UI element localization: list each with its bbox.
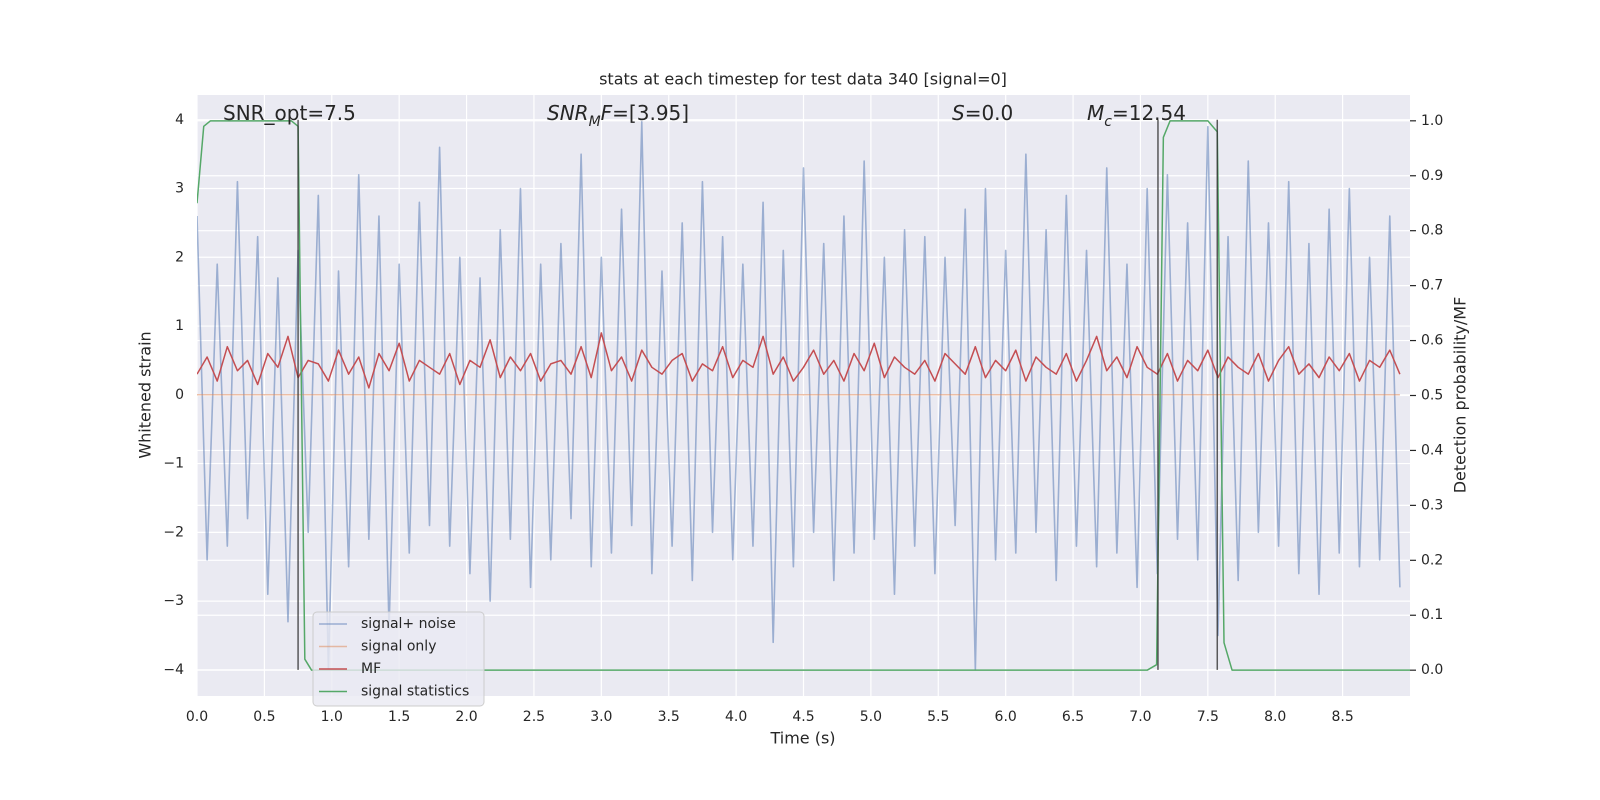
y2-tick-label: 0.2 [1421, 552, 1443, 568]
annotation-part: M [1087, 101, 1104, 125]
annotation: SNR_opt=7.5 [223, 101, 356, 125]
annotation-part: SNR_opt=7.5 [223, 101, 356, 125]
x-tick-label: 6.0 [995, 709, 1017, 725]
y-tick-label: −1 [163, 456, 184, 472]
annotation-part: =0.0 [965, 101, 1014, 125]
y2-tick-label: 0.0 [1421, 662, 1443, 678]
x-tick-label: 5.5 [927, 709, 949, 725]
x-tick-label: 0.0 [186, 709, 208, 725]
x-tick-label: 4.5 [792, 709, 814, 725]
x-tick-label: 2.5 [523, 709, 545, 725]
annotation-part: M [589, 114, 601, 130]
y2-tick-label: 0.5 [1421, 388, 1443, 404]
x-tick-label: 0.5 [253, 709, 275, 725]
x-tick-label: 3.0 [590, 709, 612, 725]
series-line [197, 332, 1401, 389]
legend: signal+ noise signal only MF signal statist… [312, 611, 485, 707]
x-tick-label: 2.0 [455, 709, 477, 725]
y2-tick-label: 0.1 [1421, 607, 1443, 623]
y2-tick-label: 0.3 [1421, 497, 1443, 513]
x-tick-label: 8.0 [1264, 709, 1286, 725]
y2-tick-label: 0.9 [1421, 168, 1443, 184]
legend-label: signal statistics [361, 684, 469, 700]
y2-tick-label: 1.0 [1421, 113, 1443, 129]
y2-axis-label: Detection probability/MF [1451, 297, 1470, 494]
y-tick-label: 0 [175, 387, 184, 403]
y-tick-label: 4 [175, 112, 184, 128]
annotation: SNRMF=[3.95] [547, 101, 689, 131]
x-tick-label: 8.5 [1331, 709, 1353, 725]
x-axis-label: Time (s) [769, 729, 835, 748]
y-tick-label: −4 [163, 662, 184, 678]
data-layer [197, 119, 1410, 671]
y-tick-label: −2 [163, 524, 184, 540]
y2-tick-label: 0.4 [1421, 442, 1443, 458]
series-line [197, 120, 1410, 671]
chart-title: stats at each timestep for test data 340… [599, 70, 1007, 89]
y2-tick-label: 0.7 [1421, 278, 1443, 294]
x-tick-label: 1.0 [321, 709, 343, 725]
y-tick-label: 3 [175, 181, 184, 197]
x-tick-label: 5.0 [860, 709, 882, 725]
y-tick-label: 2 [175, 249, 184, 265]
y-axis-label: Whitened strain [136, 331, 155, 458]
y-tick-label: 1 [175, 318, 184, 334]
x-tick-label: 1.5 [388, 709, 410, 725]
series-line [197, 121, 1401, 671]
annotation-part: S [952, 101, 965, 125]
x-tick-label: 3.5 [658, 709, 680, 725]
annotation-part: =[3.95] [612, 101, 689, 125]
legend-box [312, 611, 485, 707]
x-tick-label: 7.0 [1129, 709, 1151, 725]
legend-label: signal only [361, 639, 436, 655]
legend-label: MF [361, 661, 381, 677]
legend-label: signal+ noise [361, 616, 456, 632]
y2-tick-label: 0.8 [1421, 223, 1443, 239]
axes: 0.0 0.5 1.0 1.5 2.0 2.5 3.0 3.5 4.0 4.5 5.0 5.5 6.0 6… [163, 101, 1443, 726]
annotation: Mc=12.54 [1087, 101, 1186, 131]
x-tick-label: 6.5 [1062, 709, 1084, 725]
annotation-part: F [601, 101, 613, 125]
x-tick-label: 7.5 [1197, 709, 1219, 725]
y-tick-label: −3 [163, 593, 184, 609]
annotation-part: SNR [547, 101, 589, 125]
y2-tick-label: 0.6 [1421, 333, 1443, 349]
annotation-part: =12.54 [1112, 101, 1186, 125]
annotation-part: c [1104, 114, 1112, 130]
annotation: S=0.0 [952, 101, 1013, 125]
x-tick-label: 4.0 [725, 709, 747, 725]
